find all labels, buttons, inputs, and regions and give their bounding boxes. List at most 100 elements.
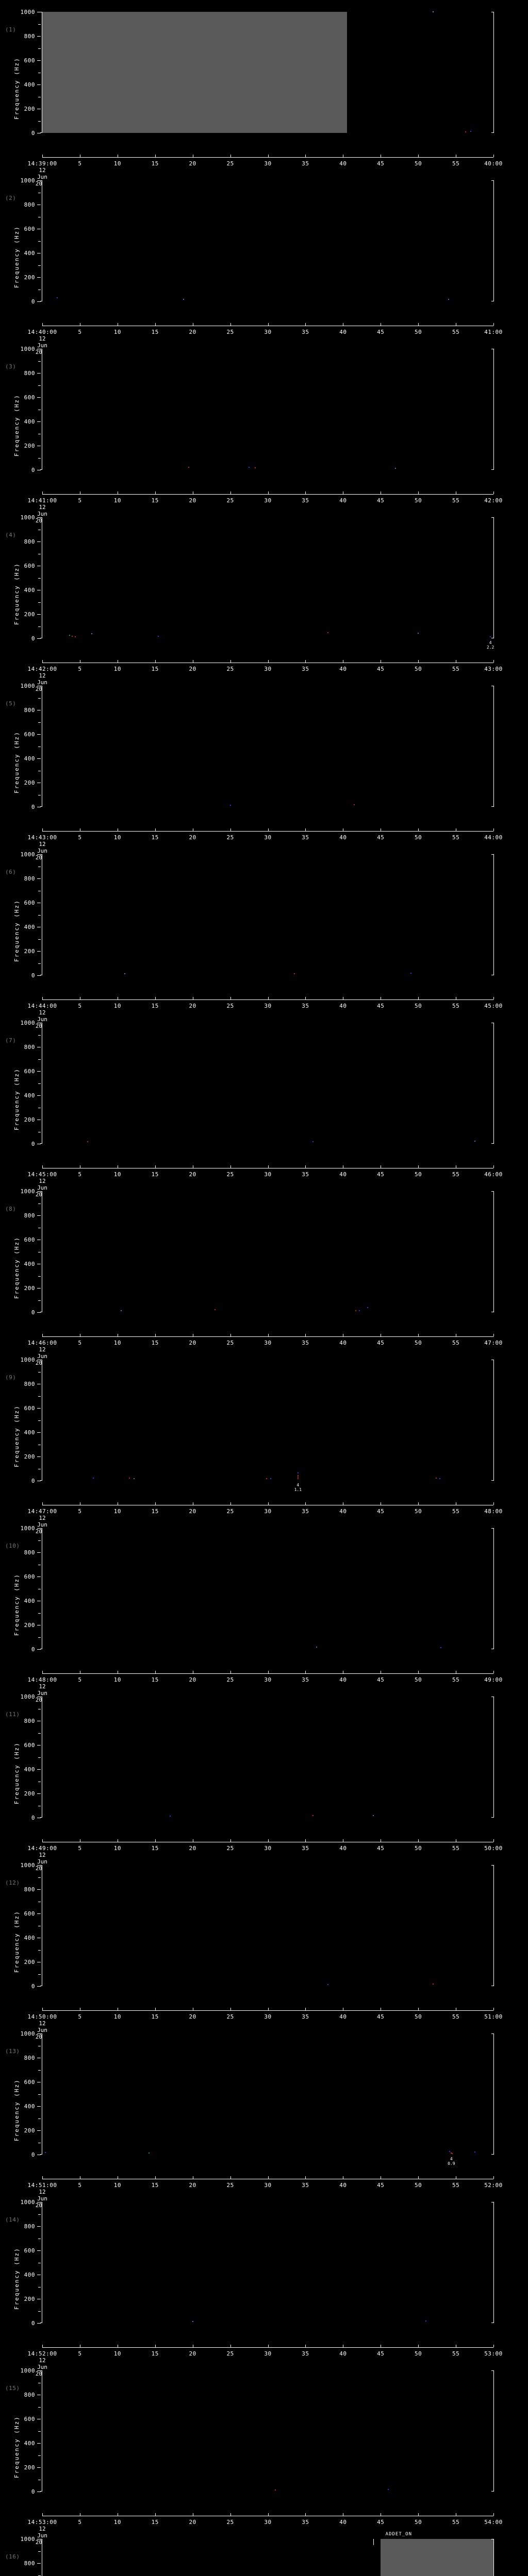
detection-point bbox=[465, 131, 467, 132]
y-axis-cap bbox=[40, 2370, 42, 2371]
detection-point bbox=[275, 2489, 276, 2490]
y-axis-tick-label: 200 bbox=[24, 1116, 35, 1123]
y-axis-title: Frequency (Hz) bbox=[13, 900, 20, 962]
annotation-line: 0.9 bbox=[448, 2161, 455, 2166]
event-marker-tick bbox=[373, 2539, 374, 2545]
detection-point bbox=[425, 2320, 426, 2322]
x-axis-tick-label: 15 bbox=[151, 160, 159, 167]
detection-point bbox=[372, 1815, 374, 1817]
x-axis-tick-label: 40 bbox=[339, 2519, 347, 2526]
y-axis-tick-label: 1000 bbox=[20, 1525, 35, 1532]
plot-area[interactable] bbox=[42, 686, 493, 807]
x-axis-tick bbox=[418, 1502, 419, 1505]
x-axis bbox=[42, 999, 493, 1000]
plot-area[interactable] bbox=[42, 1528, 493, 1649]
y-axis-minor-tick bbox=[38, 1757, 41, 1758]
panel-index-label: (11) bbox=[5, 1711, 20, 1718]
y-axis-cap bbox=[40, 517, 42, 518]
x-axis-tick-label: 35 bbox=[302, 1845, 309, 1852]
x-axis-tick-label: 45 bbox=[377, 666, 385, 672]
x-axis-tick-label: 50 bbox=[415, 1845, 422, 1852]
plot-area[interactable] bbox=[42, 1023, 493, 1144]
y-axis-minor-tick bbox=[38, 24, 41, 25]
date-line: Jun bbox=[37, 511, 47, 517]
right-spine bbox=[493, 686, 494, 807]
x-axis-tick-label: 35 bbox=[302, 834, 309, 841]
shaded-region bbox=[42, 12, 347, 133]
x-axis-tick-label: 35 bbox=[302, 329, 309, 335]
x-axis-tick-label: 45 bbox=[377, 160, 385, 167]
y-axis-title: Frequency (Hz) bbox=[13, 1236, 20, 1299]
x-axis-tick-label: 15 bbox=[151, 666, 159, 672]
y-axis-tick bbox=[37, 1889, 41, 1890]
plot-area[interactable] bbox=[42, 1865, 493, 1986]
x-axis-tick-label: 15 bbox=[151, 2519, 159, 2526]
y-axis-title: Frequency (Hz) bbox=[13, 1405, 20, 1467]
plot-area[interactable] bbox=[42, 180, 493, 301]
detection-point bbox=[297, 1478, 299, 1480]
x-axis-tick bbox=[493, 2008, 494, 2010]
right-spine-cap bbox=[491, 469, 494, 470]
plot-area[interactable] bbox=[42, 11, 493, 133]
y-axis-minor-tick bbox=[38, 2575, 41, 2576]
x-axis-tick-label: 45 bbox=[377, 1171, 385, 1178]
y-axis-tick-label: 600 bbox=[24, 1236, 35, 1243]
x-axis-tick-label: 30 bbox=[264, 1676, 272, 1683]
x-axis-tick bbox=[493, 660, 494, 663]
y-axis-tick-label: 600 bbox=[24, 731, 35, 738]
y-axis-tick bbox=[37, 975, 41, 976]
x-axis-end-label: 47:00 bbox=[484, 1340, 503, 1346]
x-axis-tick bbox=[493, 2345, 494, 2347]
x-axis-tick-label: 40 bbox=[339, 160, 347, 167]
x-axis-tick bbox=[493, 2513, 494, 2516]
y-axis-tick bbox=[37, 614, 41, 615]
x-axis-tick bbox=[42, 828, 43, 831]
y-axis-title: Frequency (Hz) bbox=[13, 2079, 20, 2141]
spectrogram-panel: 0 200 400 600 800 1000 Frequency (Hz) (7) 5 10 15 2… bbox=[0, 1011, 528, 1198]
plot-area[interactable] bbox=[42, 1360, 493, 1481]
panel-index-label: (4) bbox=[5, 532, 16, 538]
plot-area[interactable] bbox=[42, 349, 493, 470]
plot-area[interactable] bbox=[42, 854, 493, 975]
plot-area[interactable] bbox=[42, 1697, 493, 1818]
x-axis-tick bbox=[418, 2345, 419, 2347]
plot-area[interactable] bbox=[42, 517, 493, 638]
x-axis-tick-label: 15 bbox=[151, 1676, 159, 1683]
panel-index-label: (16) bbox=[5, 2553, 20, 2560]
detection-point bbox=[327, 1984, 329, 1985]
x-axis-tick-label: 15 bbox=[151, 1508, 159, 1515]
x-axis-tick-label: 40 bbox=[339, 1340, 347, 1346]
y-axis-tick-label: 0 bbox=[31, 804, 35, 810]
y-axis-tick-label: 0 bbox=[31, 2488, 35, 2495]
x-axis-tick-label: 5 bbox=[78, 1676, 82, 1683]
y-axis-tick-label: 400 bbox=[24, 2440, 35, 2447]
y-axis-cap bbox=[40, 2033, 42, 2034]
date-line: 12 bbox=[39, 1515, 46, 1521]
x-axis-end-label: 51:00 bbox=[484, 2013, 503, 2020]
x-axis-tick-label: 55 bbox=[452, 2519, 460, 2526]
detection-point bbox=[327, 632, 329, 634]
x-axis-tick-label: 15 bbox=[151, 2350, 159, 2357]
plot-area[interactable] bbox=[42, 2202, 493, 2323]
x-axis-tick bbox=[42, 2513, 43, 2516]
x-axis-end-label: 41:00 bbox=[484, 329, 503, 335]
y-axis bbox=[40, 2539, 42, 2576]
y-axis-tick-label: 400 bbox=[24, 1261, 35, 1267]
x-axis-tick bbox=[155, 155, 156, 157]
x-axis-start-label: 14:50:00 bbox=[27, 2013, 57, 2020]
x-axis-tick-label: 10 bbox=[113, 497, 121, 504]
y-axis-tick-label: 0 bbox=[31, 1646, 35, 1653]
date-line: Jun bbox=[37, 2027, 47, 2033]
y-axis-tick-label: 800 bbox=[24, 2055, 35, 2061]
x-axis-end-label: 42:00 bbox=[484, 497, 503, 504]
detection-point bbox=[410, 972, 411, 974]
plot-area[interactable] bbox=[42, 2370, 493, 2492]
plot-area[interactable] bbox=[42, 1191, 493, 1312]
annotation-line: 4 bbox=[296, 1483, 300, 1487]
panel-index-label: (12) bbox=[5, 1879, 20, 1886]
plot-area[interactable] bbox=[42, 2033, 493, 2155]
x-axis-tick-label: 35 bbox=[302, 1508, 309, 1515]
plot-area[interactable] bbox=[42, 2539, 493, 2576]
right-spine bbox=[493, 2033, 494, 2155]
panel-index-label: (9) bbox=[5, 1374, 16, 1381]
